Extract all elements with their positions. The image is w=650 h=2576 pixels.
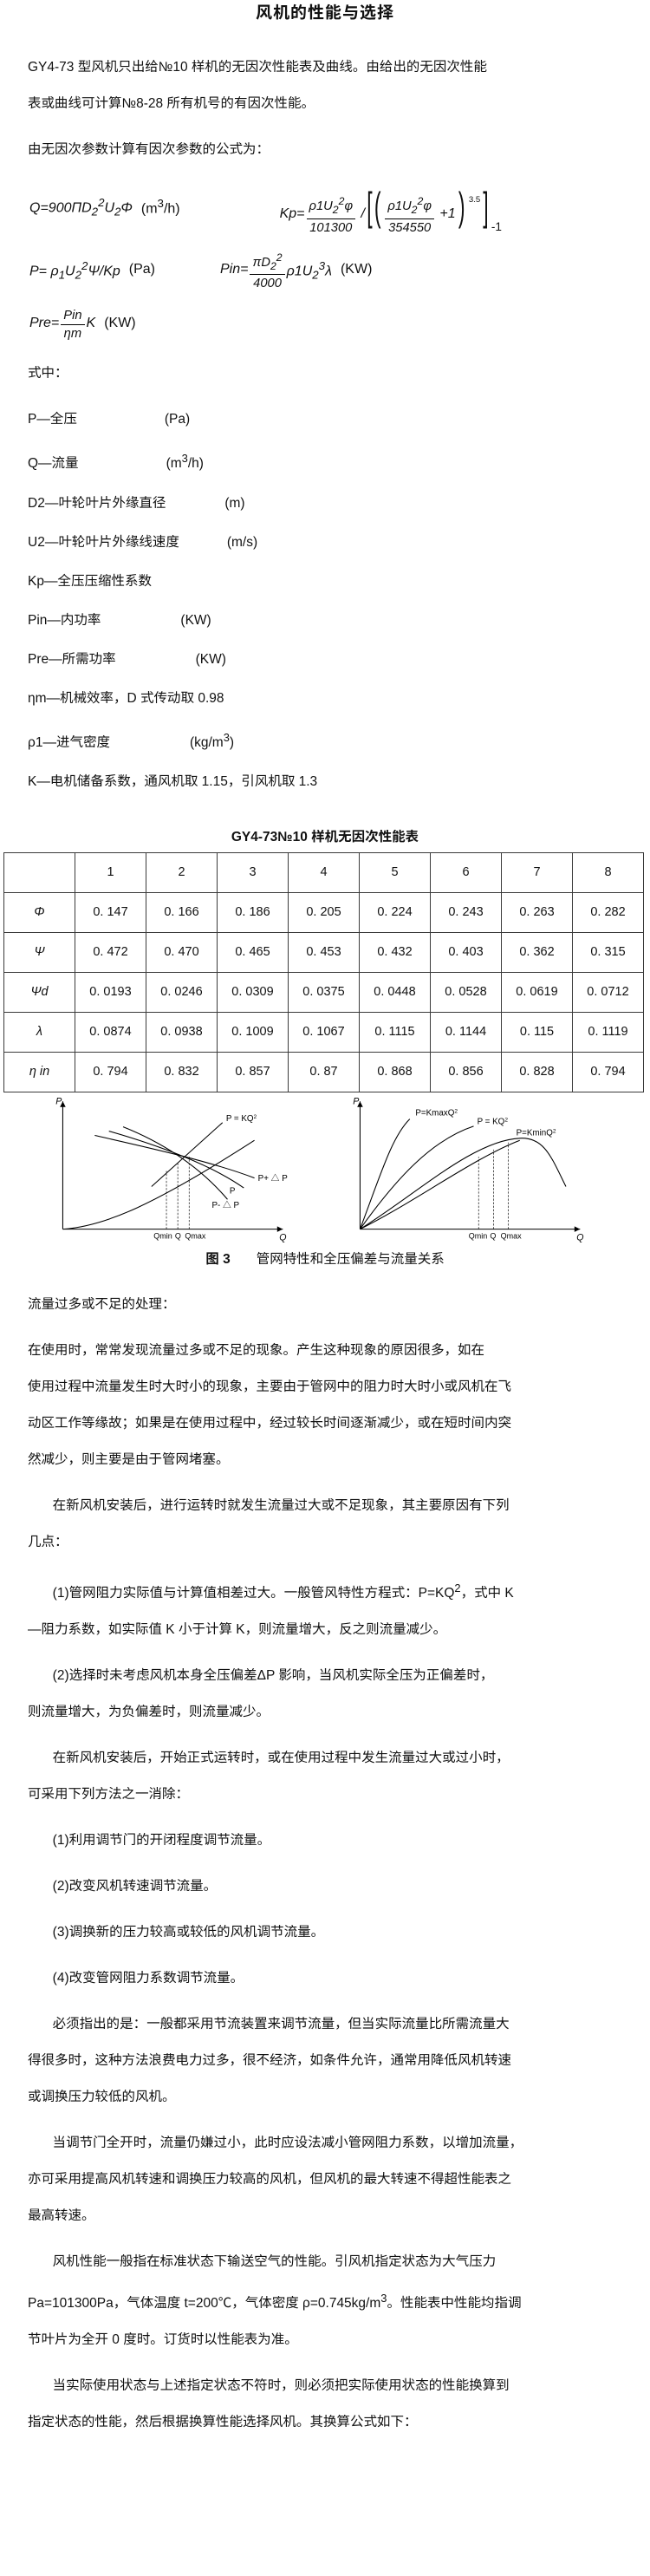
svg-text:Q: Q bbox=[576, 1232, 583, 1242]
svg-text:Qmax: Qmax bbox=[185, 1231, 206, 1240]
svg-text:P=KmaxQ2: P=KmaxQ2 bbox=[415, 1108, 458, 1118]
svg-text:P=KminQ2: P=KminQ2 bbox=[517, 1128, 556, 1138]
svg-text:P- △ P: P- △ P bbox=[211, 1200, 239, 1210]
svg-text:P+ △ P: P+ △ P bbox=[258, 1173, 289, 1184]
svg-text:P: P bbox=[55, 1096, 62, 1106]
svg-text:P = KQ2: P = KQ2 bbox=[226, 1113, 257, 1124]
svg-text:Qmin: Qmin bbox=[153, 1231, 172, 1240]
svg-text:P: P bbox=[353, 1096, 360, 1106]
svg-text:Q: Q bbox=[175, 1231, 181, 1240]
svg-text:Qmax: Qmax bbox=[501, 1231, 523, 1240]
svg-text:Q: Q bbox=[279, 1232, 286, 1242]
svg-text:P = KQ2: P = KQ2 bbox=[478, 1117, 509, 1127]
svg-text:Q: Q bbox=[490, 1231, 496, 1240]
svg-text:P: P bbox=[230, 1186, 236, 1196]
svg-text:Qmin: Qmin bbox=[469, 1231, 488, 1240]
